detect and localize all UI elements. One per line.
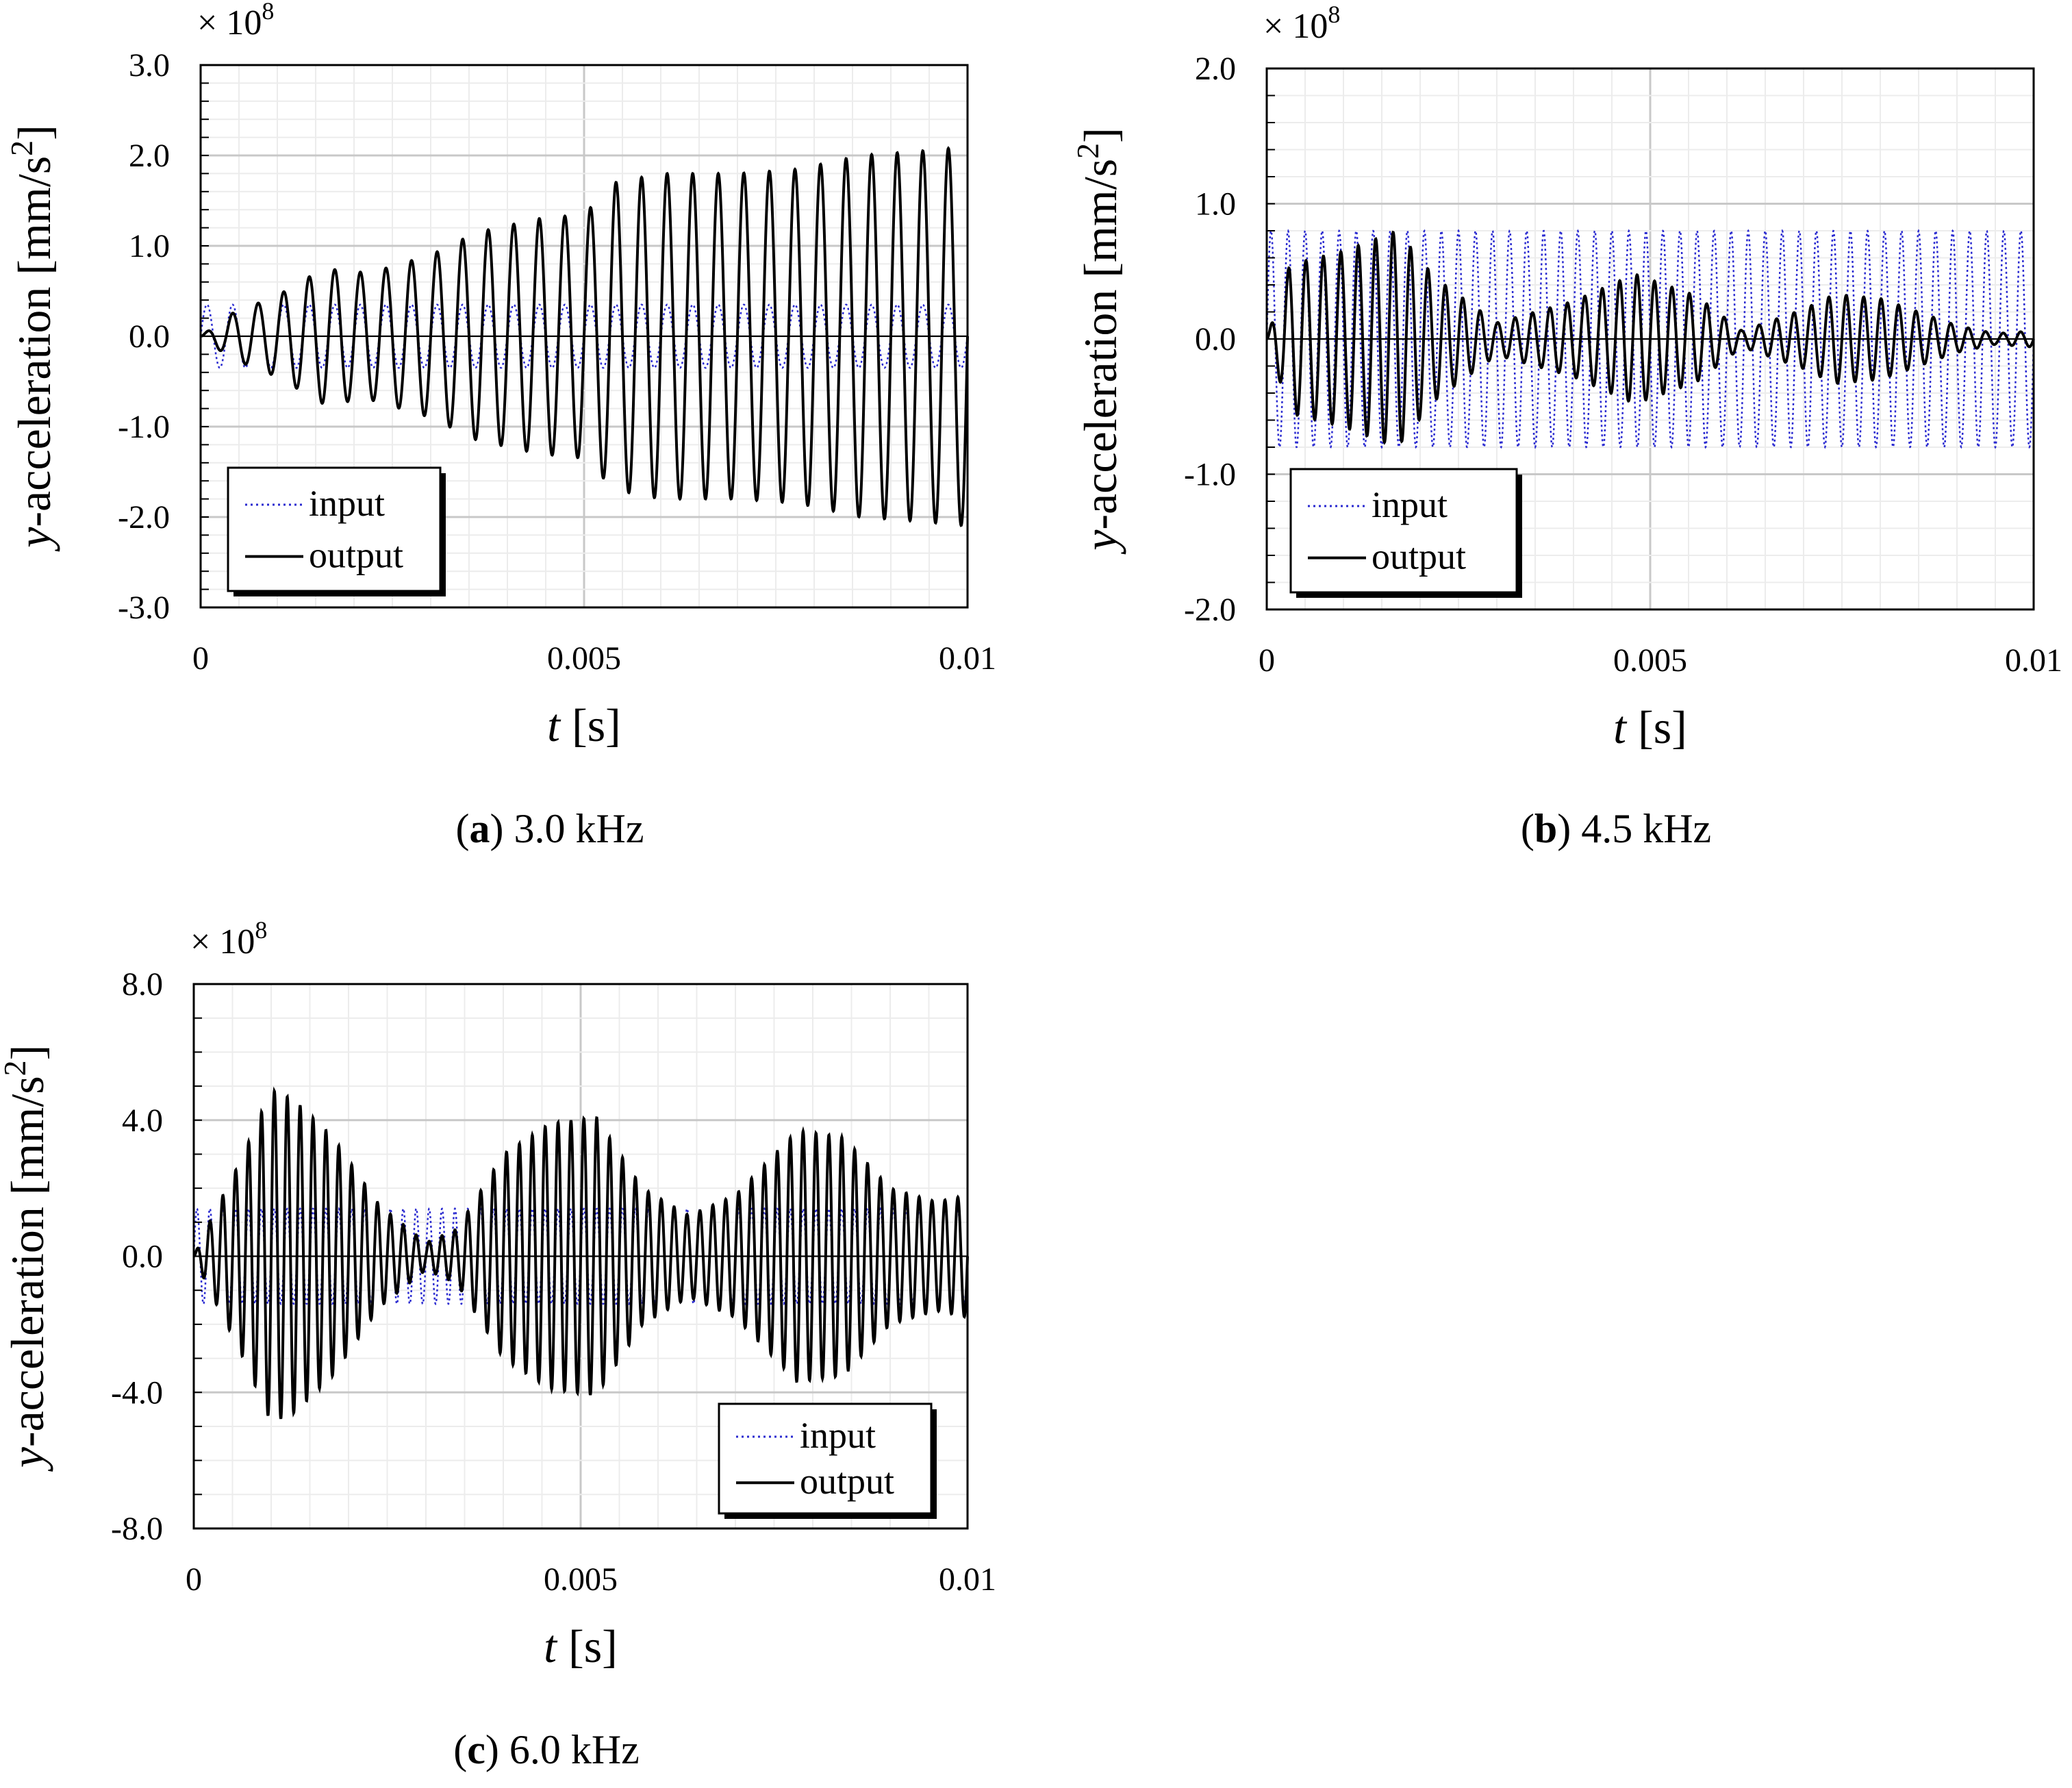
y-tick-label: -2.0 — [118, 499, 170, 536]
x-tick-label: 0.01 — [939, 1561, 996, 1598]
y-tick-label: -3.0 — [118, 590, 170, 626]
y-tick-label: 4.0 — [122, 1103, 163, 1139]
x-axis-label: t [s] — [1613, 701, 1687, 753]
y-axis-label: y-acceleration [mm/s2] — [0, 1045, 53, 1472]
y-tick-labels: 3.0 2.0 1.0 0.0 -1.0 -2.0 -3.0 — [118, 47, 170, 626]
y-tick-label: 0.0 — [129, 318, 170, 355]
y-tick-label: 2.0 — [1195, 51, 1236, 87]
x-tick-label: 0 — [1259, 642, 1275, 679]
legend-output-label: output — [1372, 536, 1466, 577]
panel-caption: (c) 6.0 kHz — [453, 1727, 640, 1772]
y-tick-label: 8.0 — [122, 966, 163, 1003]
y-tick-label: 0.0 — [1195, 321, 1236, 357]
legend: input output — [1289, 468, 1522, 598]
y-tick-labels: 8.0 4.0 0.0 -4.0 -8.0 — [111, 966, 163, 1547]
legend-input-label: input — [309, 483, 385, 524]
legend-input-label: input — [800, 1415, 876, 1456]
axis-multiplier: × 108 — [197, 0, 274, 42]
chart-panel-c: 8.0 4.0 0.0 -4.0 -8.0 0 0.005 0.01 × 108… — [0, 916, 996, 1772]
output-series-line — [193, 1086, 969, 1420]
x-tick-labels: 0 0.005 0.01 — [192, 640, 996, 677]
y-axis-label: y-acceleration [mm/s2] — [1070, 127, 1126, 555]
x-tick-labels: 0 0.005 0.01 — [1259, 642, 2062, 679]
output-series-line — [1266, 230, 2035, 445]
y-tick-labels: 2.0 1.0 0.0 -1.0 -2.0 — [1184, 51, 1236, 628]
y-minor-ticks — [201, 64, 209, 608]
x-axis-label: t [s] — [544, 1620, 618, 1672]
y-tick-label: -2.0 — [1184, 592, 1236, 628]
y-tick-label: 1.0 — [1195, 186, 1236, 223]
legend: input output — [718, 1402, 937, 1519]
y-tick-label: 3.0 — [129, 47, 170, 84]
y-tick-label: -1.0 — [1184, 457, 1236, 493]
y-minor-ticks — [1267, 68, 1275, 610]
y-tick-label: -1.0 — [118, 409, 170, 445]
x-tick-label: 0.01 — [2005, 642, 2062, 679]
y-minor-ticks — [194, 983, 202, 1529]
x-tick-labels: 0 0.005 0.01 — [186, 1561, 996, 1598]
x-tick-label: 0.01 — [939, 640, 996, 677]
y-tick-label: -4.0 — [111, 1374, 163, 1411]
x-tick-label: 0 — [186, 1561, 202, 1598]
y-tick-label: 0.0 — [122, 1239, 163, 1275]
y-tick-label: -8.0 — [111, 1511, 163, 1547]
x-tick-label: 0.005 — [544, 1561, 618, 1598]
y-axis-label: y-acceleration [mm/s2] — [4, 125, 60, 552]
x-axis-label: t [s] — [547, 699, 621, 751]
output-series-line — [200, 146, 969, 527]
axis-multiplier: × 108 — [190, 916, 267, 961]
x-tick-label: 0.005 — [1613, 642, 1687, 679]
legend-input-label: input — [1372, 484, 1448, 525]
y-tick-label: 2.0 — [129, 138, 170, 174]
x-tick-label: 0.005 — [547, 640, 621, 677]
legend-output-label: output — [800, 1461, 894, 1502]
y-tick-label: 1.0 — [129, 228, 170, 264]
legend-output-label: output — [309, 535, 403, 576]
panel-caption: (a) 3.0 kHz — [456, 806, 644, 851]
x-tick-label: 0 — [192, 640, 209, 677]
legend: input output — [227, 466, 446, 596]
axis-multiplier: × 108 — [1263, 1, 1340, 46]
panel-caption: (b) 4.5 kHz — [1521, 806, 1711, 851]
chart-panel-b: 2.0 1.0 0.0 -1.0 -2.0 0 0.005 0.01 × 108… — [1070, 1, 2062, 851]
chart-panel-a: 3.0 2.0 1.0 0.0 -1.0 -2.0 -3.0 0 0.005 0… — [4, 0, 996, 851]
